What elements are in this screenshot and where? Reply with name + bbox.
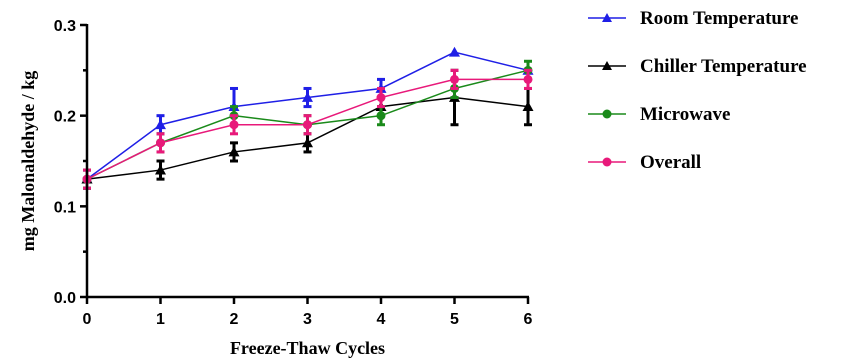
data-point xyxy=(449,46,460,57)
y-tick-label: 0.0 xyxy=(54,290,76,307)
x-tick-label: 6 xyxy=(524,311,533,328)
data-point xyxy=(523,74,533,84)
data-point xyxy=(602,13,612,22)
data-point xyxy=(602,157,612,167)
x-tick-label: 5 xyxy=(450,311,459,328)
y-tick-label: 0.2 xyxy=(54,109,76,126)
x-tick-label: 1 xyxy=(156,311,165,328)
data-point xyxy=(155,119,166,130)
data-point xyxy=(302,92,313,102)
axes: 0.0 0.1 0.2 0.3 0 1 2 3 4 5 6 xyxy=(54,18,533,328)
x-tick-label: 0 xyxy=(83,311,92,328)
x-tick-label: 3 xyxy=(303,311,312,328)
plot-area xyxy=(81,46,534,190)
legend-item: Chiller Temperature xyxy=(588,56,807,77)
series-overall xyxy=(82,68,533,190)
x-tick-label: 2 xyxy=(230,311,239,328)
legend: Room Temperature Chiller Temperature Micro… xyxy=(588,8,807,173)
data-point xyxy=(156,138,165,148)
data-point xyxy=(228,146,240,157)
y-axis-title: mg Malonaldehyde / kg xyxy=(18,71,38,252)
data-point xyxy=(376,93,386,103)
data-point xyxy=(376,111,386,121)
y-tick-label: 0.3 xyxy=(54,18,76,35)
data-point xyxy=(522,101,534,111)
legend-label: Overall xyxy=(640,152,701,173)
data-point xyxy=(155,164,166,175)
legend-label: Room Temperature xyxy=(640,8,799,29)
data-point xyxy=(450,74,459,84)
legend-item: Microwave xyxy=(588,104,730,125)
y-tick-label: 0.1 xyxy=(54,199,76,216)
legend-label: Microwave xyxy=(640,104,730,125)
x-axis-title: Freeze-Thaw Cycles xyxy=(230,338,385,358)
legend-item: Room Temperature xyxy=(588,8,799,29)
legend-item: Overall xyxy=(588,152,701,173)
data-point xyxy=(602,109,612,119)
data-point xyxy=(303,120,312,130)
data-point xyxy=(229,120,239,130)
legend-label: Chiller Temperature xyxy=(640,56,807,77)
data-point xyxy=(602,61,612,70)
data-point xyxy=(302,137,313,148)
x-tick-label: 4 xyxy=(377,311,386,328)
